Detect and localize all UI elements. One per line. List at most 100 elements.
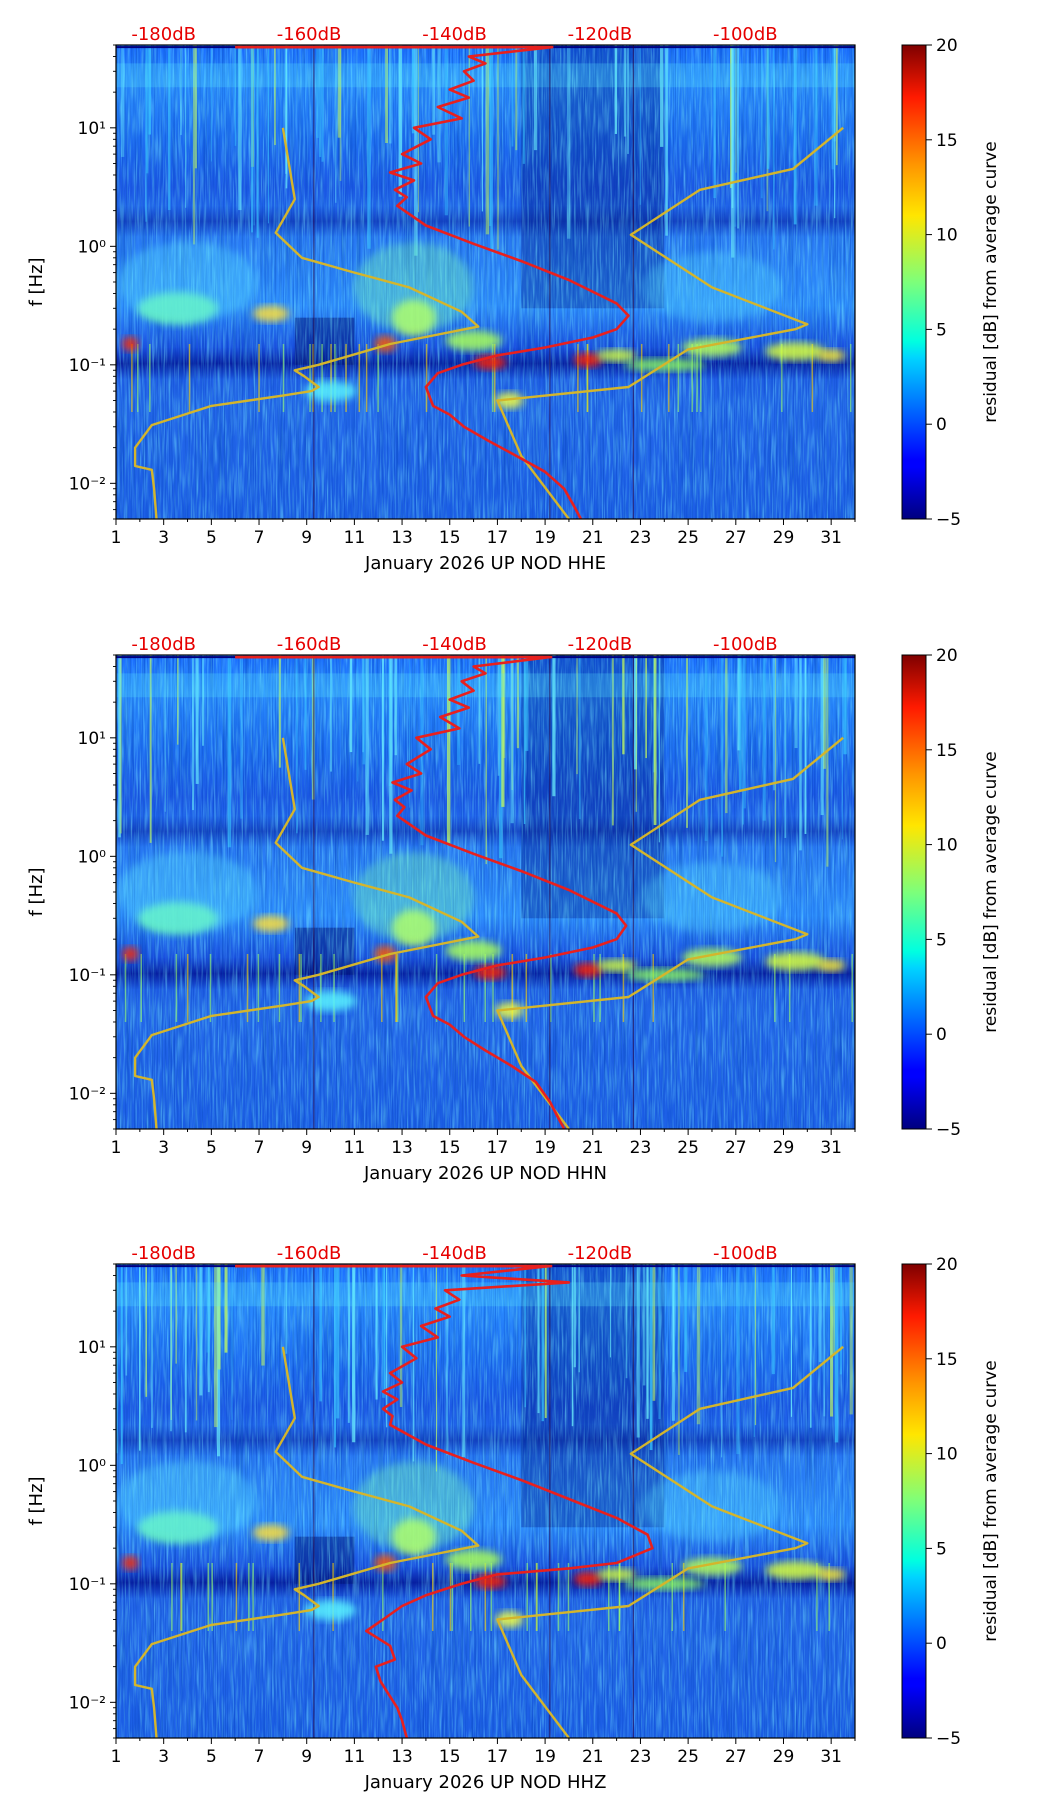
spectrogram-image — [116, 1264, 855, 1738]
db-scale-label: -100dB — [713, 634, 778, 655]
x-tick-label: 13 — [391, 1747, 413, 1767]
y-tick-label: 10¹ — [78, 119, 106, 139]
x-tick-label: 17 — [487, 1747, 509, 1767]
x-tick-label: 5 — [206, 1747, 217, 1767]
y-axis-label: f [Hz] — [26, 257, 47, 306]
colorbar-label: residual [dB] from average curve — [981, 141, 1001, 422]
colorbar-tick-label: 15 — [936, 741, 958, 761]
x-tick-label: 5 — [206, 1138, 217, 1158]
x-tick-label: 31 — [820, 1747, 842, 1767]
db-scale-label: -160dB — [277, 24, 342, 45]
db-scale-label: -180dB — [131, 634, 196, 655]
spectrogram-image — [116, 655, 855, 1129]
y-tick-label: 10⁰ — [78, 847, 107, 867]
x-tick-label: 15 — [439, 1138, 461, 1158]
colorbar-tick-label: −5 — [936, 510, 961, 530]
x-tick-label: 9 — [301, 1138, 312, 1158]
y-axis-label: f [Hz] — [26, 867, 47, 916]
x-tick-label: 25 — [677, 1747, 699, 1767]
db-scale-label: -160dB — [277, 1243, 342, 1264]
colorbar-label: residual [dB] from average curve — [981, 1360, 1001, 1641]
x-tick-label: 7 — [254, 528, 265, 548]
colorbar-tick-label: 5 — [936, 930, 947, 950]
db-scale-label: -180dB — [131, 24, 196, 45]
colorbar-label: residual [dB] from average curve — [981, 751, 1001, 1032]
x-tick-label: 13 — [391, 528, 413, 548]
db-scale-label: -120dB — [568, 1243, 633, 1264]
x-tick-label: 1 — [111, 1138, 122, 1158]
x-tick-label: 19 — [534, 1138, 556, 1158]
x-tick-label: 27 — [725, 1138, 747, 1158]
db-scale-label: -140dB — [422, 634, 487, 655]
colorbar-tick-label: 15 — [936, 1350, 958, 1370]
y-tick-label: 10¹ — [78, 729, 106, 749]
colorbar-tick-label: 0 — [936, 1025, 947, 1045]
y-tick-label: 10⁰ — [78, 237, 107, 257]
y-tick-label: 10⁻² — [69, 474, 106, 494]
x-tick-label: 17 — [487, 1138, 509, 1158]
x-tick-label: 11 — [344, 1747, 366, 1767]
x-tick-label: 21 — [582, 1138, 604, 1158]
colorbar-tick-label: 20 — [936, 36, 958, 56]
colorbar-tick-label: 20 — [936, 646, 958, 666]
colorbar-tick-label: −5 — [936, 1729, 961, 1749]
colorbar: −5 0 5 10 15 20 residual [dB] from average cur… — [901, 36, 1001, 530]
x-tick-label: 23 — [630, 1747, 652, 1767]
x-tick-label: 31 — [820, 528, 842, 548]
x-tick-label: 15 — [439, 1747, 461, 1767]
db-scale-label: -160dB — [277, 634, 342, 655]
db-scale-label: -120dB — [568, 24, 633, 45]
x-tick-label: 19 — [534, 1747, 556, 1767]
x-tick-label: 17 — [487, 528, 509, 548]
x-tick-label: 9 — [301, 1747, 312, 1767]
colorbar: −5 0 5 10 15 20 residual [dB] from average cur… — [901, 1255, 1001, 1749]
x-tick-label: 3 — [158, 1747, 169, 1767]
x-tick-label: 7 — [254, 1138, 265, 1158]
y-axis-label: f [Hz] — [26, 1476, 47, 1525]
curve-model-low — [133, 127, 480, 519]
y-tick-label: 10⁰ — [78, 1456, 107, 1476]
x-tick-label: 19 — [534, 528, 556, 548]
colorbar-tick-label: 10 — [936, 226, 958, 246]
curve-model-high — [496, 1345, 844, 1738]
colorbar-tick-label: −5 — [936, 1120, 961, 1140]
curve-median-psd — [235, 1264, 654, 1738]
x-tick-label: 1 — [111, 528, 122, 548]
spectrogram-image — [116, 45, 855, 519]
x-tick-label: 31 — [820, 1138, 842, 1158]
y-tick-label: 10⁻² — [69, 1693, 106, 1713]
curve-model-low — [133, 737, 480, 1129]
y-tick-label: 10⁻¹ — [69, 966, 106, 986]
colorbar-tick-label: 10 — [936, 836, 958, 856]
db-scale-label: -180dB — [131, 1243, 196, 1264]
x-tick-label: 11 — [344, 1138, 366, 1158]
colorbar-tick-label: 10 — [936, 1445, 958, 1465]
x-tick-label: 29 — [773, 1138, 795, 1158]
colorbar-tick-label: 0 — [936, 415, 947, 435]
y-tick-label: 10¹ — [78, 1338, 106, 1358]
db-scale-label: -100dB — [713, 1243, 778, 1264]
colorbar-tick-label: 15 — [936, 131, 958, 151]
x-tick-label: 23 — [630, 1138, 652, 1158]
x-tick-label: 27 — [725, 528, 747, 548]
x-tick-label: 13 — [391, 1138, 413, 1158]
y-tick-label: 10⁻¹ — [69, 1575, 106, 1595]
x-tick-label: 21 — [582, 1747, 604, 1767]
curve-model-high — [496, 736, 844, 1129]
x-tick-label: 5 — [206, 528, 217, 548]
db-scale-label: -120dB — [568, 634, 633, 655]
db-scale-label: -100dB — [713, 24, 778, 45]
curve-median-psd — [235, 45, 630, 519]
curve-model-low — [133, 1346, 480, 1738]
x-tick-label: 11 — [344, 528, 366, 548]
colorbar-tick-label: 5 — [936, 1539, 947, 1559]
x-tick-label: 29 — [773, 1747, 795, 1767]
x-tick-label: 3 — [158, 528, 169, 548]
x-tick-label: 25 — [677, 528, 699, 548]
colorbar-tick-label: 0 — [936, 1634, 947, 1654]
x-axis-label: January 2026 UP NOD HHE — [364, 553, 606, 574]
colorbar-tick-label: 5 — [936, 320, 947, 340]
